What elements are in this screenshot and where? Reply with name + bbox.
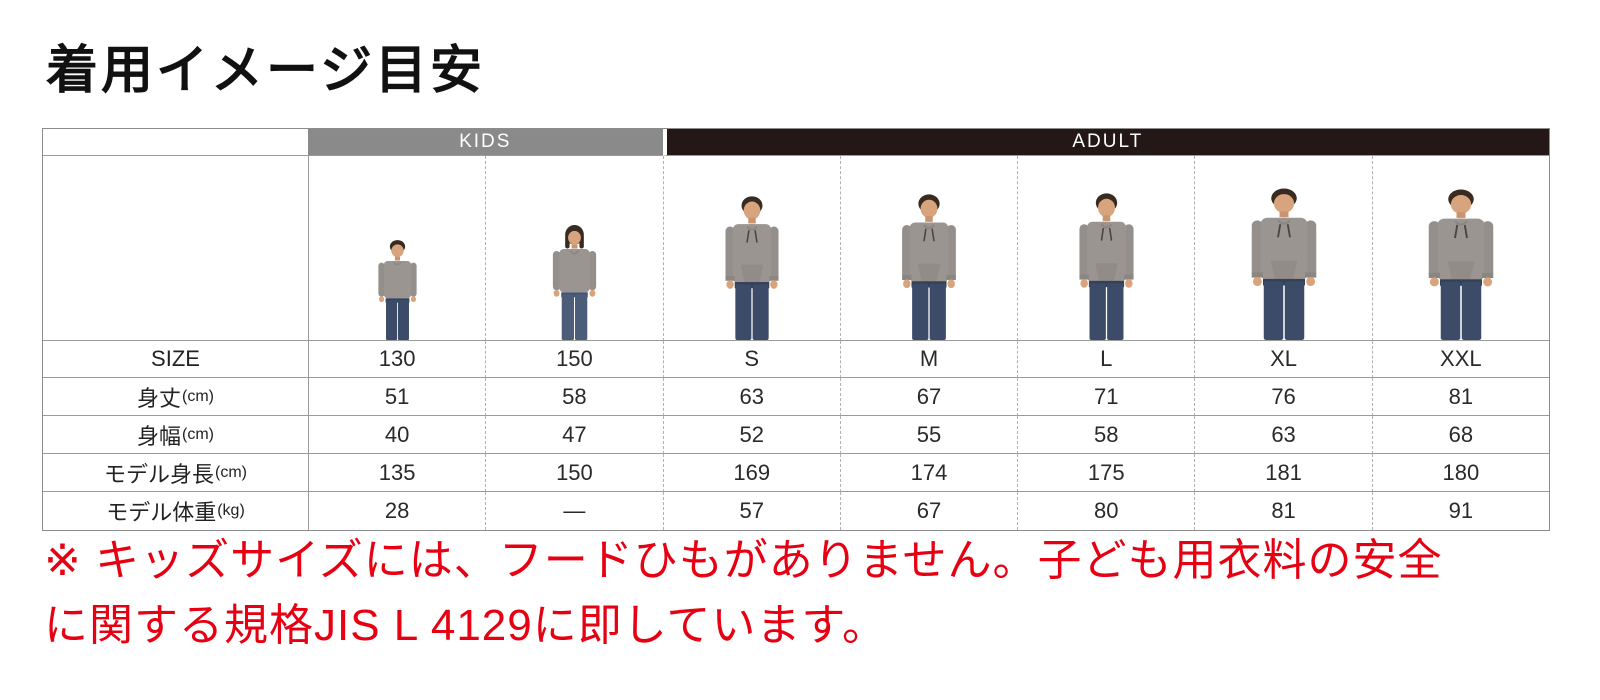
model-weight-cell: 80 xyxy=(1017,492,1195,530)
adult-group-header: ADULT xyxy=(662,129,1549,156)
note-line-2: に関する規格JIS L 4129に即しています。 xyxy=(44,601,888,651)
kids-group-header: KIDS xyxy=(308,129,663,156)
model-photo-m xyxy=(839,156,1018,341)
body-length-cell: 76 xyxy=(1194,378,1372,416)
model-photo-xxl xyxy=(1371,156,1549,341)
row-header-unit: (cm) xyxy=(182,387,214,405)
model-weight-cell: 57 xyxy=(662,492,840,530)
row-header-text: 身幅 xyxy=(137,423,182,449)
adult-man-figure xyxy=(1250,187,1317,340)
row-header-model-weight: モデル体重 (kg) xyxy=(43,492,308,530)
model-photo-l xyxy=(1017,156,1195,341)
body-length-cell: 67 xyxy=(839,378,1018,416)
body-width-cell: 55 xyxy=(839,416,1018,454)
row-header-unit: (cm) xyxy=(182,425,214,443)
row-header-unit: (cm) xyxy=(215,463,247,481)
kid-girl-figure xyxy=(552,224,597,340)
row-header-body-width: 身幅 (cm) xyxy=(43,416,308,454)
note-line-1: ※ キッズサイズには、フードひもがありません。子ども用衣料の安全 xyxy=(44,536,1443,585)
row-header-body-length: 身丈 (cm) xyxy=(43,378,308,416)
row-header-unit: (kg) xyxy=(217,502,245,519)
model-weight-cell: 81 xyxy=(1194,492,1372,530)
corner-cell xyxy=(43,129,308,156)
size-cell: XL xyxy=(1194,341,1372,378)
kid-boy-figure xyxy=(377,239,417,340)
body-width-cell: 52 xyxy=(662,416,840,454)
model-weight-cell: 28 xyxy=(308,492,486,530)
model-photo-s xyxy=(662,156,840,341)
row-header-size: SIZE xyxy=(43,341,308,378)
row-header-text: 身丈 xyxy=(137,385,182,411)
body-width-cell: 68 xyxy=(1371,416,1549,454)
size-cell: S xyxy=(662,341,840,378)
model-photo-150 xyxy=(485,156,663,341)
model-weight-cell: 91 xyxy=(1371,492,1549,530)
row-header-text: モデル体重 xyxy=(106,500,217,525)
body-width-cell: 40 xyxy=(308,416,486,454)
body-width-cell: 63 xyxy=(1194,416,1372,454)
model-height-cell: 169 xyxy=(662,454,840,492)
body-length-cell: 81 xyxy=(1371,378,1549,416)
body-length-cell: 58 xyxy=(485,378,663,416)
size-cell: 150 xyxy=(485,341,663,378)
model-height-cell: 180 xyxy=(1371,454,1549,492)
size-cell: XXL xyxy=(1371,341,1549,378)
size-cell: M xyxy=(839,341,1018,378)
size-chart-table: KIDS ADULT xyxy=(42,128,1550,531)
row-header-text: モデル身長 xyxy=(104,461,215,487)
model-height-cell: 175 xyxy=(1017,454,1195,492)
model-height-cell: 181 xyxy=(1194,454,1372,492)
model-height-cell: 150 xyxy=(485,454,663,492)
body-width-cell: 58 xyxy=(1017,416,1195,454)
body-length-cell: 51 xyxy=(308,378,486,416)
page-title: 着用イメージ目安 xyxy=(46,42,485,100)
model-photo-xl xyxy=(1194,156,1372,341)
model-height-cell: 174 xyxy=(839,454,1018,492)
adult-man-figure xyxy=(724,195,780,340)
adult-man-figure xyxy=(1078,192,1135,340)
model-weight-cell: — xyxy=(485,492,663,530)
size-cell: L xyxy=(1017,341,1195,378)
kids-safety-note: ※ キッズサイズには、フードひもがありません。子ども用衣料の安全 に関する規格J… xyxy=(44,528,1574,658)
model-photo-130 xyxy=(308,156,486,341)
body-length-cell: 63 xyxy=(662,378,840,416)
row-header-text: SIZE xyxy=(151,346,200,371)
model-height-cell: 135 xyxy=(308,454,486,492)
row-header-model-height: モデル身長 (cm) xyxy=(43,454,308,492)
adult-man-figure xyxy=(1427,188,1495,340)
body-width-cell: 47 xyxy=(485,416,663,454)
size-cell: 130 xyxy=(308,341,486,378)
body-length-cell: 71 xyxy=(1017,378,1195,416)
photo-row-label-cell xyxy=(43,156,308,341)
model-weight-cell: 67 xyxy=(839,492,1018,530)
adult-man-figure xyxy=(901,193,957,340)
